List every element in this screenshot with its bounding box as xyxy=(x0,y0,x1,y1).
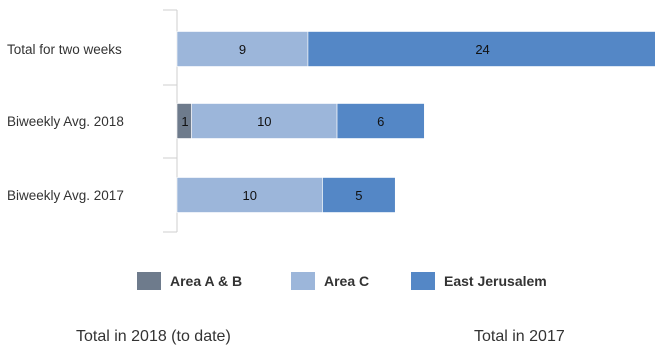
category-label: Biweekly Avg. 2018 xyxy=(7,114,124,129)
bar-value-label: 10 xyxy=(257,114,271,129)
footer-total-2017: Total in 2017 xyxy=(474,328,565,345)
bars: 092411060105 xyxy=(176,31,655,213)
bar-value-label: 24 xyxy=(475,42,489,57)
legend: Area A & B Area C East Jerusalem xyxy=(137,272,547,290)
bar-segment xyxy=(176,177,323,213)
bar-value-label: 5 xyxy=(355,188,362,203)
legend-label: East Jerusalem xyxy=(444,273,547,289)
bar-value-label: 1 xyxy=(181,114,188,129)
bar-segment xyxy=(307,31,655,67)
axis-layer xyxy=(163,9,178,233)
category-label: Total for two weeks xyxy=(7,42,122,57)
legend-label: Area A & B xyxy=(170,273,242,289)
bar-segment xyxy=(191,103,338,139)
bar-segment xyxy=(322,177,396,213)
bar-value-label: 6 xyxy=(377,114,384,129)
legend-swatch xyxy=(291,272,315,290)
legend-swatch xyxy=(137,272,161,290)
category-labels: Total for two weeks Biweekly Avg. 2018 Biw… xyxy=(7,42,124,203)
legend-swatch xyxy=(411,272,435,290)
category-label: Biweekly Avg. 2017 xyxy=(7,188,124,203)
legend-label: Area C xyxy=(324,273,369,289)
bar-segment xyxy=(176,31,309,67)
bar-value-label: 9 xyxy=(239,42,246,57)
bar-segment xyxy=(336,103,425,139)
bar-value-label: 10 xyxy=(243,188,257,203)
footer-total-2018: Total in 2018 (to date) xyxy=(76,328,231,345)
